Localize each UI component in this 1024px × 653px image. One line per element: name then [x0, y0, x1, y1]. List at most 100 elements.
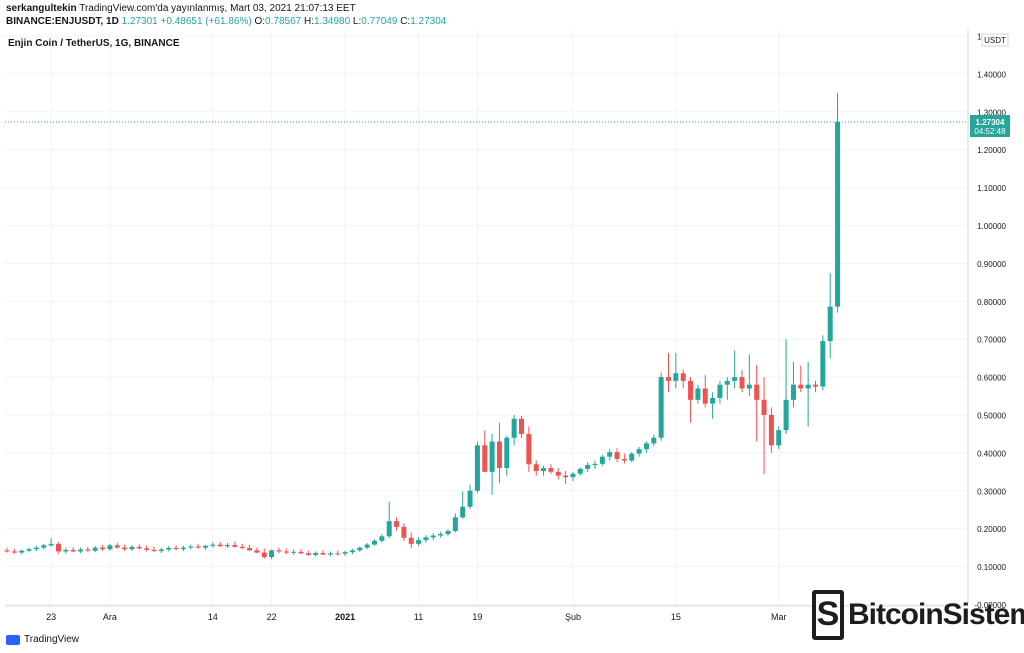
candle-body	[254, 550, 260, 553]
candle-body	[85, 549, 91, 551]
y-tick-label: 1.40000	[977, 70, 1006, 79]
candle-body	[372, 540, 377, 545]
candle-body	[460, 506, 466, 518]
candle-body	[430, 535, 436, 538]
x-tick-label: Mar	[771, 612, 787, 622]
low-label: L:	[352, 16, 362, 27]
y-tick-label: 0.10000	[977, 563, 1006, 572]
x-tick-label: 19	[472, 612, 482, 622]
candle-body	[210, 544, 216, 546]
last-value: 1.27301	[121, 16, 158, 27]
candle-body	[511, 418, 517, 438]
candle-body	[11, 551, 17, 553]
candle-body	[474, 445, 480, 491]
candle-body	[158, 549, 164, 552]
candle-body	[313, 552, 319, 555]
close-label: C:	[400, 16, 411, 27]
candle-body	[438, 534, 444, 536]
candle-body	[489, 441, 495, 472]
candle-body	[195, 546, 201, 548]
candle-body	[805, 384, 811, 389]
candle-body	[445, 530, 451, 535]
candle-body	[188, 546, 194, 548]
y-tick-label: 0.50000	[977, 412, 1006, 421]
candle-body	[335, 553, 341, 555]
candle-body	[19, 550, 25, 553]
candle-body	[232, 544, 238, 547]
candle-body	[496, 441, 502, 469]
candle-body	[166, 548, 172, 550]
candle-body	[41, 545, 47, 548]
candle-body	[217, 544, 223, 547]
last-price-badge	[970, 115, 1010, 138]
candle-body	[261, 552, 267, 558]
candle-body	[305, 553, 311, 555]
candle-body	[798, 384, 804, 389]
candle-body	[379, 536, 385, 541]
candle-body	[621, 458, 627, 461]
y-tick-label: 0.80000	[977, 298, 1006, 307]
bitcoin-s-icon: S	[812, 590, 844, 640]
candle-body	[746, 384, 752, 389]
candle-body	[651, 437, 657, 444]
candle-body	[563, 475, 569, 478]
candle-body	[658, 377, 664, 438]
candle-body	[790, 384, 796, 400]
candle-body	[629, 453, 635, 461]
candle-body	[401, 526, 407, 538]
candle-body	[754, 384, 760, 400]
candle-body	[504, 437, 510, 469]
candle-body	[48, 543, 54, 546]
candle-body	[70, 549, 76, 552]
candle-body	[673, 373, 679, 381]
published-text: TradingView.com'da yayınlanmış, Mart 03,…	[79, 3, 356, 14]
candle-body	[349, 550, 355, 553]
candle-body	[357, 547, 363, 551]
candle-body	[78, 549, 83, 552]
x-tick-label: Şub	[565, 612, 581, 622]
candle-body	[63, 549, 69, 552]
candle-body	[100, 547, 106, 550]
candle-body	[144, 548, 150, 550]
tradingview-text: TradingView	[24, 634, 80, 645]
candle-body	[636, 449, 642, 454]
y-tick-label: 0.90000	[977, 260, 1006, 269]
candle-body	[783, 399, 789, 431]
candle-body	[276, 550, 282, 552]
candle-body	[526, 433, 532, 465]
candle-body	[320, 552, 326, 555]
candle-body	[467, 490, 473, 507]
chart-title: Enjin Coin / TetherUS, 1G, BINANCE	[8, 38, 180, 49]
countdown-label: 04:52:48	[974, 127, 1006, 136]
tradingview-icon	[6, 634, 20, 645]
change-value: +0.48651 (+61.86%)	[160, 16, 252, 27]
y-tick-label: 0.60000	[977, 374, 1006, 383]
candle-body	[813, 384, 818, 387]
candle-body	[327, 553, 333, 555]
tradingview-logo[interactable]: TradingView	[6, 634, 79, 645]
candle-body	[122, 547, 128, 550]
candle-body	[702, 388, 708, 404]
candle-body	[386, 521, 392, 537]
candle-body	[607, 452, 613, 457]
candle-body	[570, 473, 576, 478]
bitcoinsistemi-watermark: S BitcoinSistemi	[812, 590, 1024, 640]
low-value: 0.77049	[361, 16, 398, 27]
y-tick-label: 1.30000	[977, 108, 1006, 117]
candle-body	[180, 547, 186, 550]
unit-label: USDT	[984, 36, 1006, 45]
candle-body	[768, 415, 774, 446]
candle-body	[364, 544, 370, 548]
x-tick-label: 15	[671, 612, 681, 622]
candle-body	[283, 551, 289, 553]
candle-body	[680, 373, 686, 381]
candle-body	[202, 545, 208, 548]
y-tick-label: 1.00000	[977, 222, 1006, 231]
publish-info: serkangultekin TradingView.com'da yayınl…	[6, 3, 356, 14]
y-tick-label: 1.20000	[977, 146, 1006, 155]
y-tick-label: 0.20000	[977, 525, 1006, 534]
candle-body	[724, 380, 730, 385]
y-tick-label: 0.70000	[977, 336, 1006, 345]
last-price-label: 1.27304	[976, 118, 1005, 127]
